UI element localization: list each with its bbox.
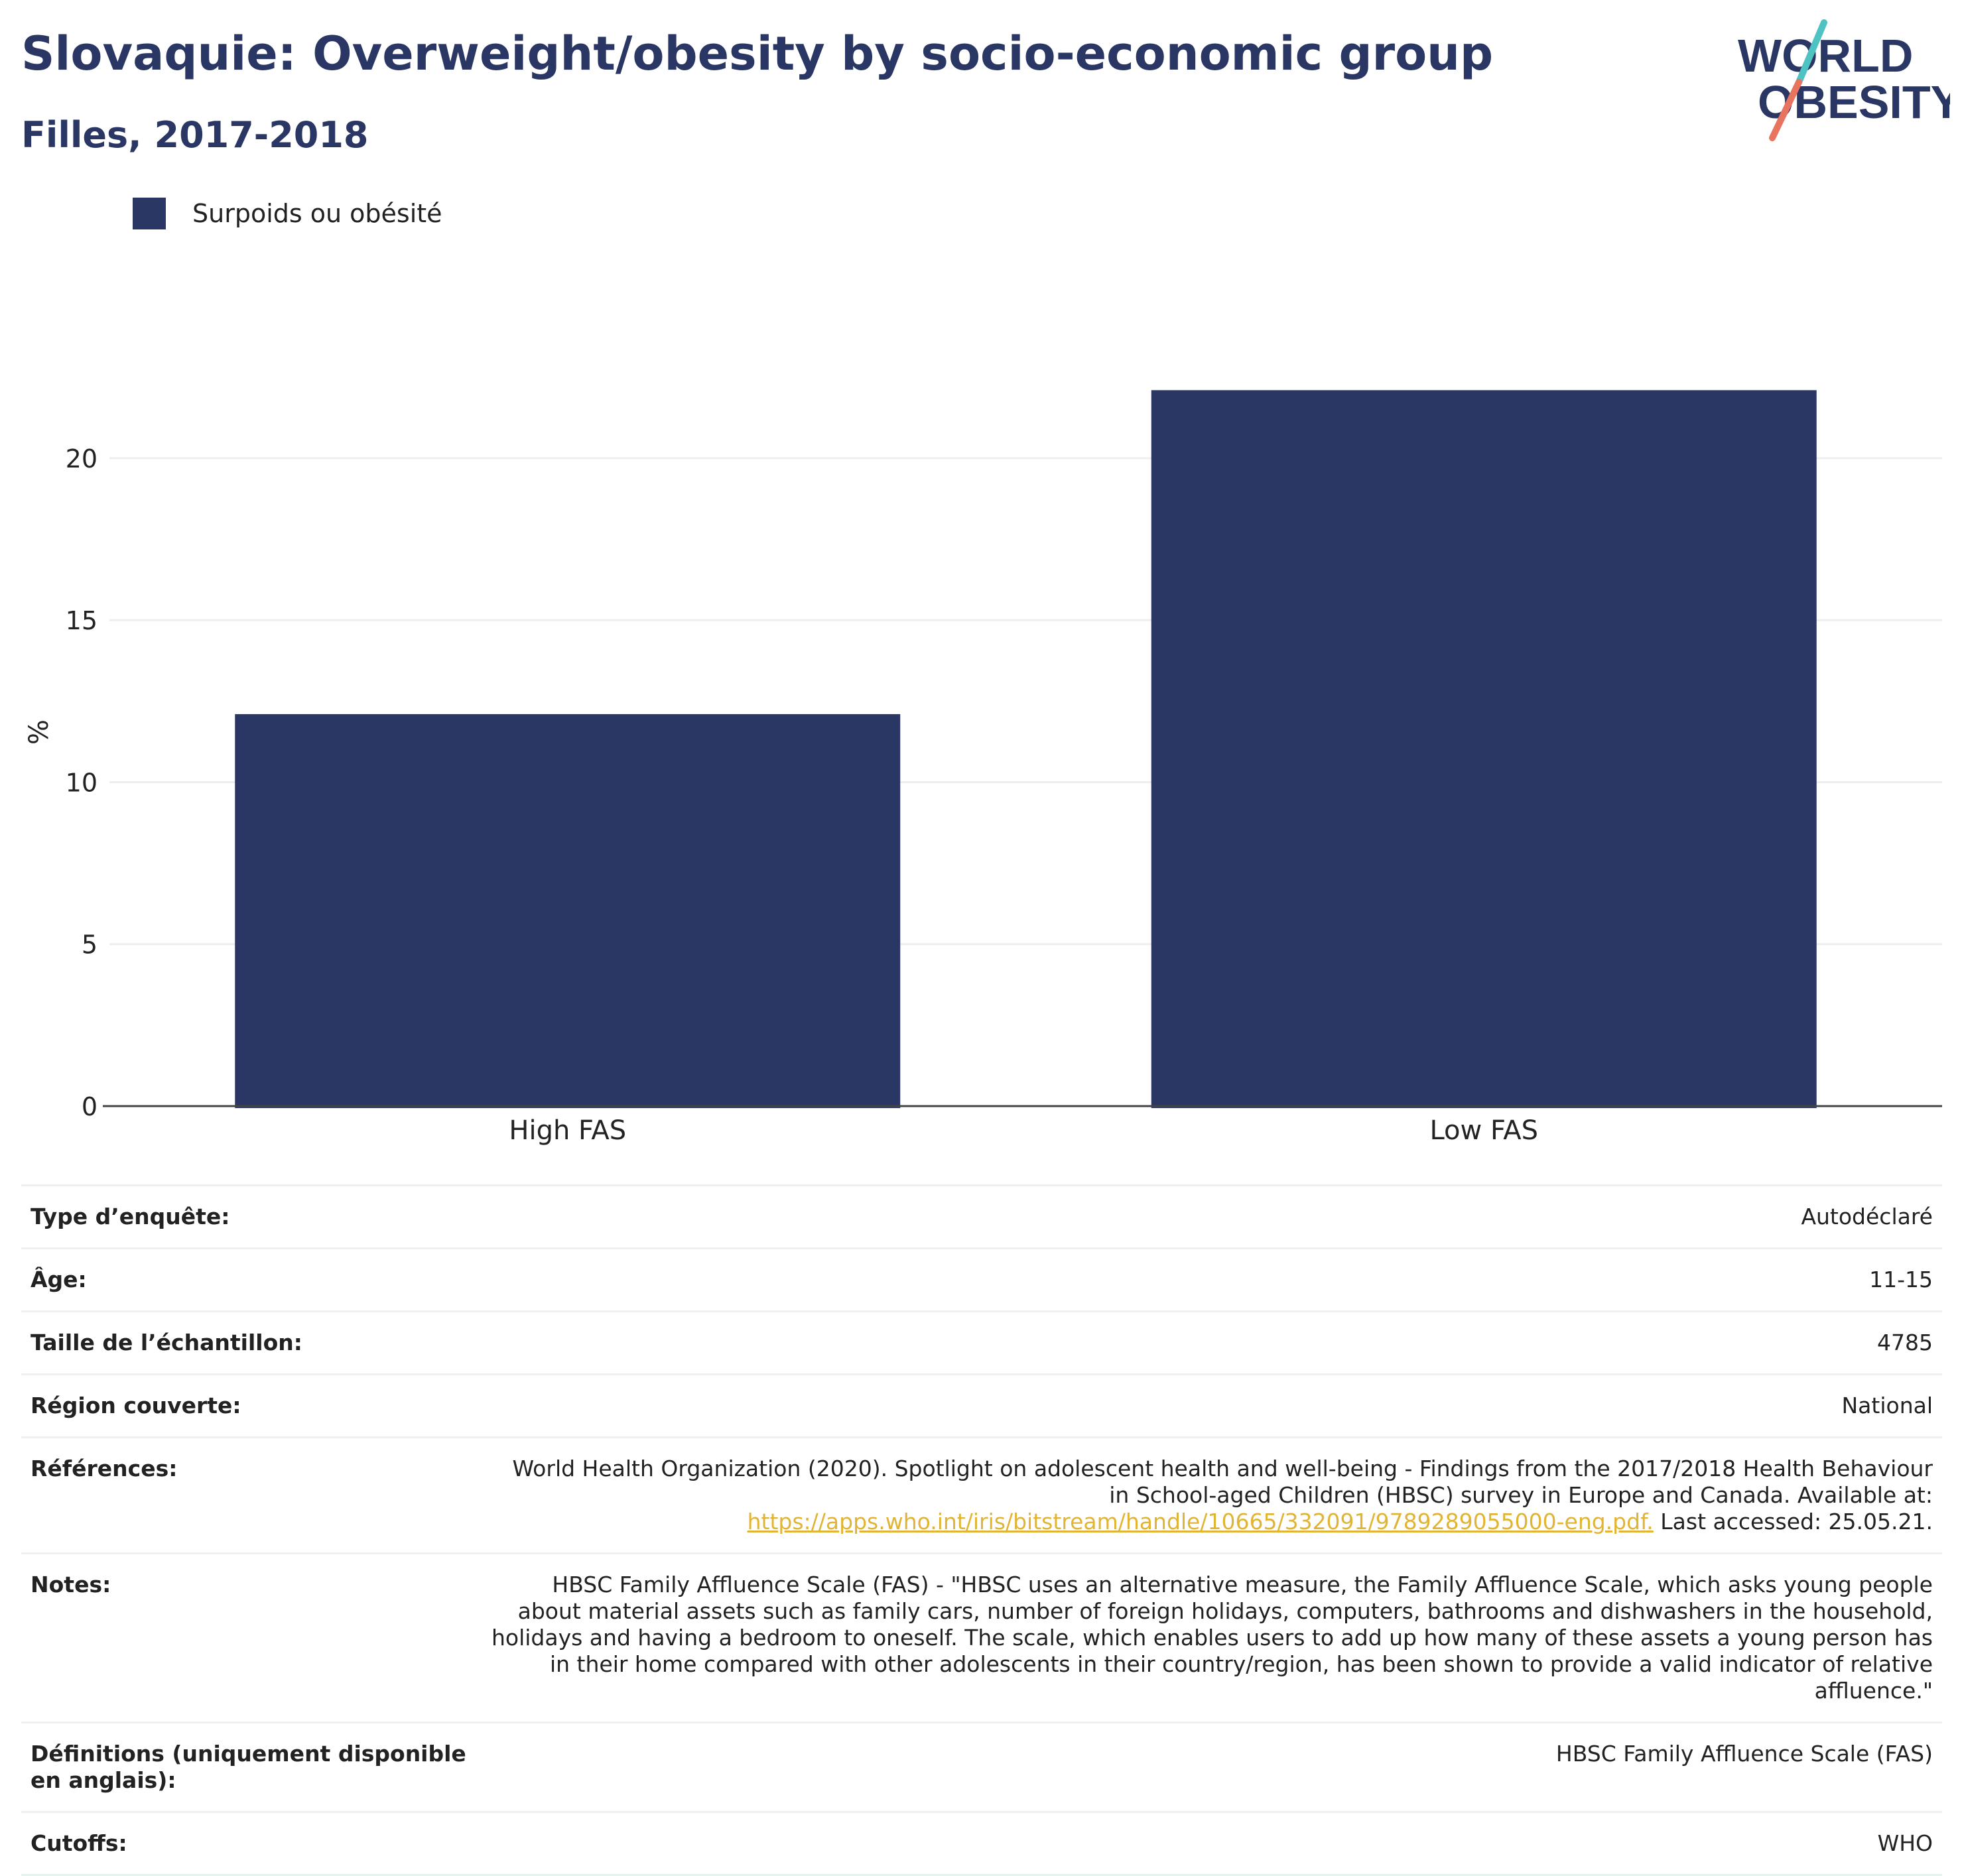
info-value-text: 11-15: [1869, 1267, 1933, 1292]
info-value-text: HBSC Family Affluence Scale (FAS): [1555, 1741, 1933, 1767]
y-axis-title: %: [24, 719, 54, 745]
info-value: Autodéclaré: [478, 1184, 1942, 1249]
info-value: HBSC Family Affluence Scale (FAS): [478, 1722, 1942, 1813]
info-key: Type d’enquête:: [21, 1184, 478, 1249]
legend-label: Surpoids ou obésité: [192, 199, 442, 228]
world-obesity-logo: WORLD OBESITY: [1738, 19, 1950, 141]
y-tick-label: 10: [66, 768, 98, 797]
info-value-text: WHO: [1877, 1830, 1933, 1856]
y-tick-label: 15: [66, 606, 98, 635]
info-value: World Health Organization (2020). Spotli…: [478, 1437, 1942, 1554]
info-key: Notes:: [21, 1553, 478, 1723]
info-key: Définitions (uniquement disponible en an…: [21, 1722, 478, 1813]
info-value-text: World Health Organization (2020). Spotli…: [512, 1456, 1933, 1508]
chart-legend: Surpoids ou obésité: [133, 198, 442, 229]
info-value: WHO: [478, 1812, 1942, 1876]
y-tick-label: 5: [82, 930, 98, 960]
info-value: 11-15: [478, 1248, 1942, 1312]
x-tick-label: Low FAS: [1429, 1115, 1538, 1146]
page-subtitle: Filles, 2017-2018: [21, 114, 369, 156]
info-row: Définitions (uniquement disponible en an…: [21, 1722, 1942, 1813]
info-value-text: Autodéclaré: [1801, 1204, 1933, 1229]
info-table: Type d’enquête: Autodéclaré Âge: 11-15 Taill…: [21, 1184, 1942, 1876]
info-row: Type d’enquête: Autodéclaré: [21, 1184, 1942, 1249]
info-value-text: HBSC Family Affluence Scale (FAS) - "HBS…: [491, 1572, 1933, 1704]
info-value-text: National: [1841, 1393, 1933, 1418]
y-tick-label: 20: [66, 444, 98, 473]
y-tick-label: 0: [82, 1092, 98, 1121]
info-value: HBSC Family Affluence Scale (FAS) - "HBS…: [478, 1553, 1942, 1723]
info-key: Taille de l’échantillon:: [21, 1311, 478, 1375]
info-key: Âge:: [21, 1248, 478, 1312]
info-key: Région couverte:: [21, 1374, 478, 1438]
page-title: Slovaquie: Overweight/obesity by socio-e…: [21, 27, 1494, 81]
logo-text-line1: WORLD: [1738, 30, 1913, 82]
info-value: National: [478, 1374, 1942, 1438]
info-value-suffix: Last accessed: 25.05.21.: [1653, 1509, 1933, 1534]
reference-link[interactable]: https://apps.who.int/iris/bitstream/hand…: [747, 1509, 1654, 1534]
info-value-text: 4785: [1877, 1330, 1933, 1355]
bar-chart: 0 5 10 15 20% High FAS Low FAS: [24, 390, 1942, 1146]
legend-swatch: [133, 198, 166, 229]
info-key: Cutoffs:: [21, 1812, 478, 1876]
info-key: Références:: [21, 1437, 478, 1554]
logo-slash-coral: [1769, 79, 1802, 141]
bar-high-fas: [235, 714, 901, 1108]
info-row: Cutoffs: WHO: [21, 1812, 1942, 1876]
bar-low-fas: [1151, 390, 1817, 1108]
info-row: Région couverte: National: [21, 1374, 1942, 1438]
info-row: Références: World Health Organization (20…: [21, 1437, 1942, 1554]
info-row: Âge: 11-15: [21, 1248, 1942, 1312]
info-row: Notes: HBSC Family Affluence Scale (FAS) …: [21, 1553, 1942, 1723]
info-value: 4785: [478, 1311, 1942, 1375]
x-tick-label: High FAS: [509, 1115, 626, 1146]
info-row: Taille de l’échantillon: 4785: [21, 1311, 1942, 1375]
logo-slash-teal: [1796, 19, 1827, 86]
